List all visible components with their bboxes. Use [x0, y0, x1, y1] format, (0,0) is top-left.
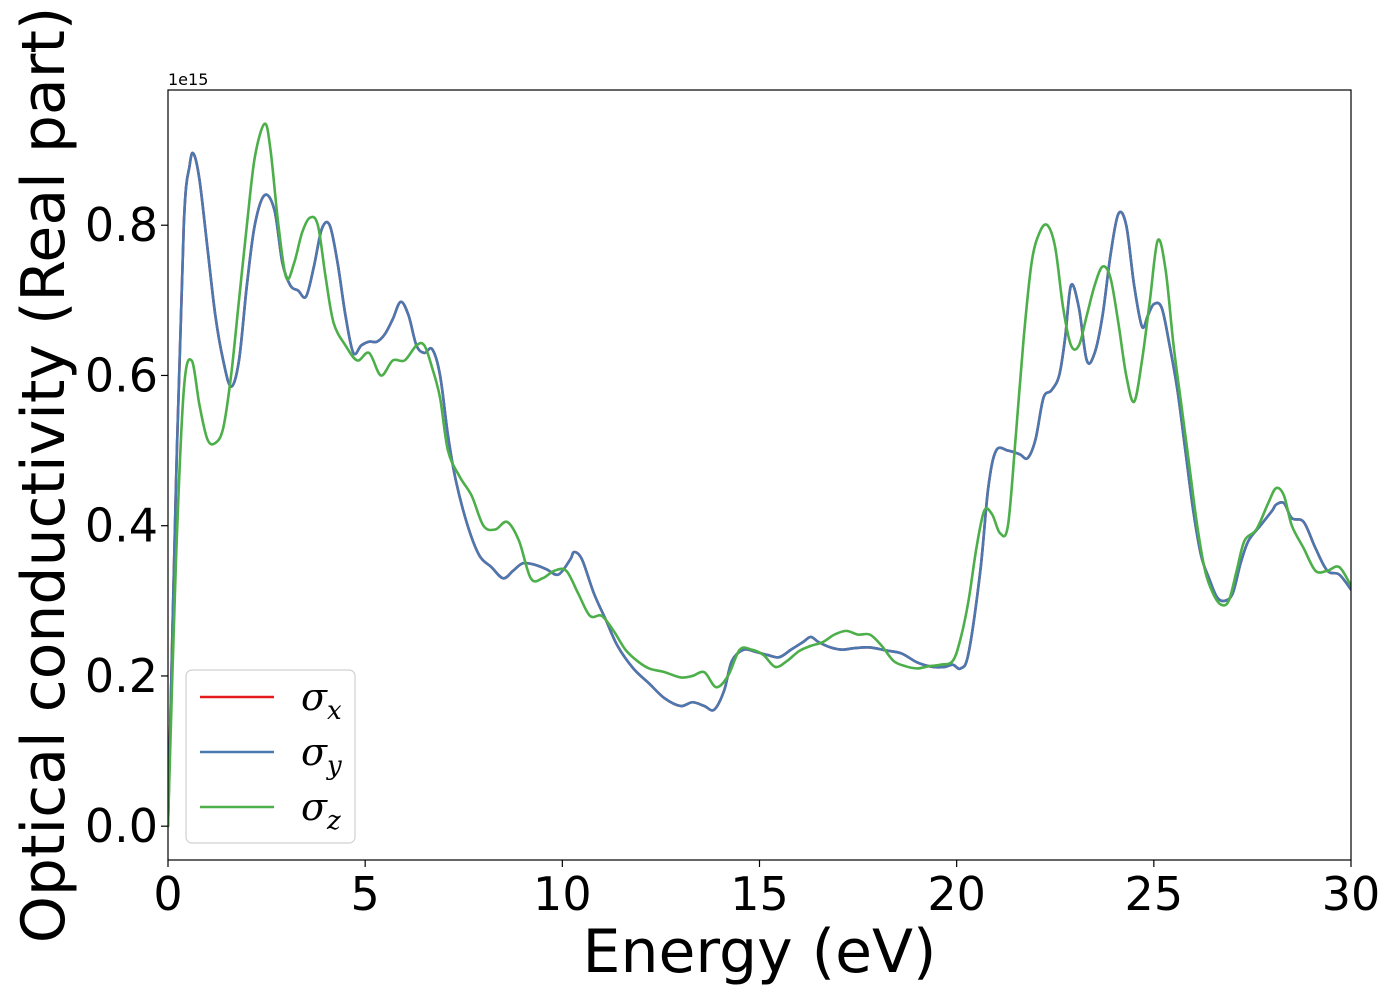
legend-symbol: σ: [301, 785, 328, 829]
series-line-sigma-y: [168, 151, 1351, 828]
x-tick-label: 0: [153, 867, 182, 921]
legend-label-sigma-z: σz: [301, 785, 341, 836]
x-axis-title: Energy (eV): [583, 917, 937, 987]
legend-symbol: σ: [301, 675, 328, 719]
series-layer: [168, 122, 1351, 828]
y-tick-label: 0.2: [85, 649, 158, 703]
legend-subscript: y: [326, 751, 342, 781]
y-offset-text: 1e15: [168, 70, 208, 89]
x-tick-label: 25: [1125, 867, 1184, 921]
legend-symbol: σ: [301, 730, 328, 774]
legend-box: [185, 669, 356, 844]
y-axis-ticks: 0.0 0.2 0.4 0.6 0.8: [85, 198, 168, 853]
x-tick-label: 15: [730, 867, 789, 921]
x-tick-label: 10: [533, 867, 592, 921]
y-tick-label: 0.0: [85, 799, 158, 853]
x-tick-label: 5: [351, 867, 380, 921]
plot-area: [168, 90, 1351, 860]
y-tick-label: 0.6: [85, 348, 158, 402]
legend-label-sigma-x: σx: [301, 675, 342, 726]
x-axis-ticks: 0 5 10 15 20 25 30: [153, 860, 1380, 921]
y-axis-title: Optical conductivity (Real part): [9, 7, 79, 944]
x-tick-label: 30: [1322, 867, 1381, 921]
y-tick-label: 0.4: [85, 499, 158, 553]
y-tick-label: 0.8: [85, 198, 158, 252]
legend-subscript: z: [326, 806, 341, 836]
legend-subscript: x: [327, 696, 342, 726]
x-tick-label: 20: [927, 867, 986, 921]
legend-label-sigma-y: σy: [301, 730, 342, 781]
series-line-sigma-z: [168, 122, 1351, 828]
